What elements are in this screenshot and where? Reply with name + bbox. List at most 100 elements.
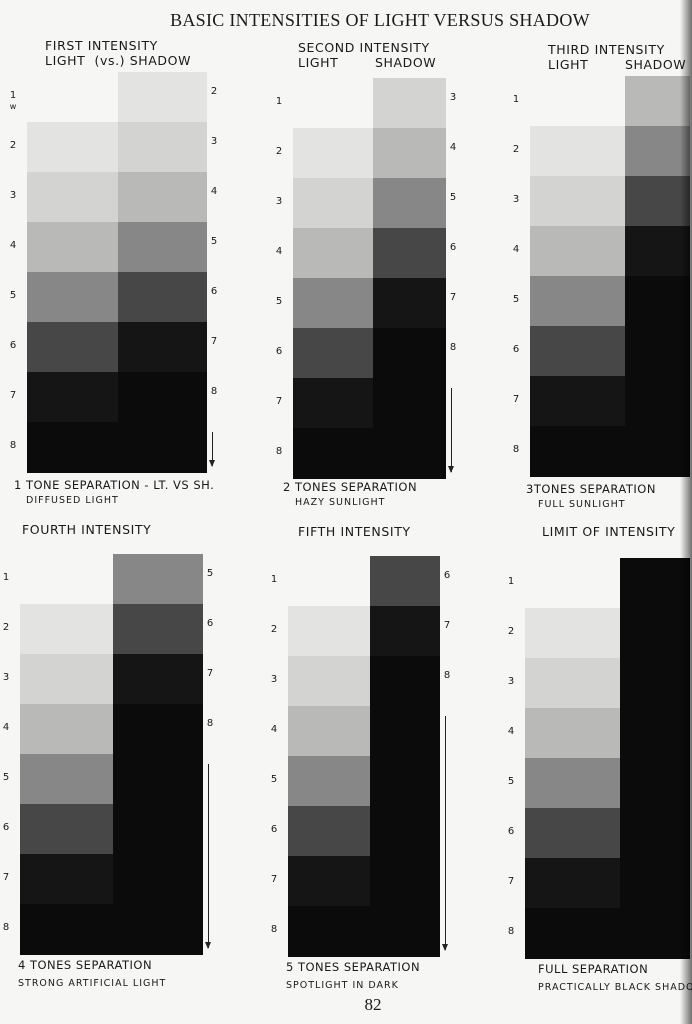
shadow-swatch bbox=[370, 806, 440, 857]
shadow-tone-number: 8 bbox=[449, 342, 457, 353]
caption-title: 4 TONES SEPARATION bbox=[18, 958, 153, 972]
caption-title: 5 TONES SEPARATION bbox=[286, 960, 421, 974]
caption-title: FULL SEPARATION bbox=[538, 962, 649, 976]
shadow-swatch bbox=[113, 604, 203, 655]
light-swatch bbox=[27, 122, 118, 173]
caption-title: 1 TONE SEPARATION - LT. VS SH. bbox=[14, 478, 215, 492]
shadow-swatch bbox=[113, 654, 203, 705]
shadow-tone-number: 4 bbox=[449, 142, 457, 153]
light-swatch bbox=[20, 704, 113, 755]
panel-header-line: SECOND INTENSITY bbox=[298, 40, 430, 55]
shadow-swatch bbox=[118, 72, 207, 123]
shadow-tone-number: 8 bbox=[210, 386, 218, 397]
light-swatch bbox=[288, 706, 370, 757]
light-swatch bbox=[27, 172, 118, 223]
light-tone-number: 4 bbox=[275, 246, 283, 257]
light-tone-number: 1 bbox=[507, 576, 515, 587]
light-tone-number: 8 bbox=[507, 926, 515, 937]
shadow-swatch bbox=[625, 176, 690, 227]
light-tone-number: 7 bbox=[275, 396, 283, 407]
shadow-swatch bbox=[373, 278, 446, 329]
shadow-swatch bbox=[113, 704, 203, 755]
light-swatch bbox=[288, 756, 370, 807]
light-swatch bbox=[20, 854, 113, 905]
shadow-swatch bbox=[373, 378, 446, 429]
shadow-swatch bbox=[118, 172, 207, 223]
shadow-swatch bbox=[625, 276, 690, 327]
light-swatch bbox=[525, 608, 620, 659]
light-tone-number: 1 bbox=[275, 96, 283, 107]
light-swatch bbox=[293, 228, 373, 279]
light-tone-number: 3 bbox=[9, 190, 17, 201]
light-tone-number: 7 bbox=[270, 874, 278, 885]
caption-subtitle: SPOTLIGHT IN DARK bbox=[286, 980, 399, 991]
light-tone-number: 3 bbox=[270, 674, 278, 685]
shadow-swatch bbox=[373, 178, 446, 229]
light-tone-number: 4 bbox=[512, 244, 520, 255]
light-tone-number: 3 bbox=[512, 194, 520, 205]
shadow-swatch bbox=[373, 328, 446, 379]
caption-title: 2 TONES SEPARATION bbox=[283, 480, 418, 494]
shadow-swatch bbox=[118, 122, 207, 173]
light-tone-number: 8 bbox=[9, 440, 17, 451]
light-swatch bbox=[530, 326, 625, 377]
shadow-swatch bbox=[118, 372, 207, 423]
light-swatch bbox=[27, 272, 118, 323]
shadow-tone-number: 6 bbox=[210, 286, 218, 297]
light-tone-number: 8 bbox=[270, 924, 278, 935]
light-tone-number: 1 bbox=[270, 574, 278, 585]
shadow-tone-number: 3 bbox=[449, 92, 457, 103]
shadow-swatch bbox=[625, 76, 690, 127]
down-arrow-icon bbox=[442, 716, 448, 951]
shadow-tone-number: 8 bbox=[206, 718, 214, 729]
light-tone-number: 5 bbox=[275, 296, 283, 307]
shadow-swatch bbox=[370, 856, 440, 907]
light-swatch bbox=[530, 176, 625, 227]
shadow-tone-number: 6 bbox=[443, 570, 451, 581]
shadow-swatch bbox=[118, 422, 207, 473]
shadow-tone-number: 5 bbox=[449, 192, 457, 203]
caption-subtitle: HAZY SUNLIGHT bbox=[295, 497, 386, 508]
light-swatch bbox=[20, 804, 113, 855]
shadow-swatch bbox=[370, 656, 440, 707]
light-swatch bbox=[525, 858, 620, 909]
shadow-tone-number: 8 bbox=[443, 670, 451, 681]
light-tone-number: 6 bbox=[270, 824, 278, 835]
shadow-swatch bbox=[625, 376, 690, 427]
down-arrow-icon bbox=[205, 764, 211, 949]
light-tone-number: 3 bbox=[275, 196, 283, 207]
light-tone-number: 4 bbox=[507, 726, 515, 737]
light-tone-number: 2 bbox=[507, 626, 515, 637]
shadow-swatch bbox=[625, 226, 690, 277]
light-tone-number: 4 bbox=[9, 240, 17, 251]
shadow-swatch bbox=[370, 556, 440, 607]
shadow-tone-number: 6 bbox=[206, 618, 214, 629]
shadow-swatch bbox=[625, 126, 690, 177]
light-swatch bbox=[525, 808, 620, 859]
light-tone-number: 8 bbox=[512, 444, 520, 455]
shadow-tone-number: 2 bbox=[210, 86, 218, 97]
shadow-swatch bbox=[620, 808, 690, 859]
light-tone-number: 7 bbox=[2, 872, 10, 883]
caption-subtitle: PRACTICALLY BLACK SHADOW bbox=[538, 982, 692, 993]
light-tone-number: 6 bbox=[507, 826, 515, 837]
light-swatch bbox=[293, 428, 373, 479]
caption-subtitle: STRONG ARTIFICIAL LIGHT bbox=[18, 978, 167, 989]
light-swatch bbox=[288, 606, 370, 657]
light-tone-number: 6 bbox=[2, 822, 10, 833]
panel-header: SECOND INTENSITY LIGHT SHADOW bbox=[298, 40, 436, 70]
shadow-tone-number: 7 bbox=[449, 292, 457, 303]
light-tone-number: 2 bbox=[9, 140, 17, 151]
light-tone-number: 2 bbox=[270, 624, 278, 635]
shadow-swatch bbox=[620, 708, 690, 759]
panel-header: LIMIT OF INTENSITY bbox=[542, 524, 675, 539]
light-tone-number: 6 bbox=[9, 340, 17, 351]
light-tone-number: 6 bbox=[512, 344, 520, 355]
light-swatch bbox=[293, 178, 373, 229]
light-swatch bbox=[530, 426, 625, 477]
light-swatch bbox=[288, 856, 370, 907]
light-swatch bbox=[20, 754, 113, 805]
light-swatch bbox=[525, 708, 620, 759]
light-swatch bbox=[525, 658, 620, 709]
shadow-swatch bbox=[113, 854, 203, 905]
